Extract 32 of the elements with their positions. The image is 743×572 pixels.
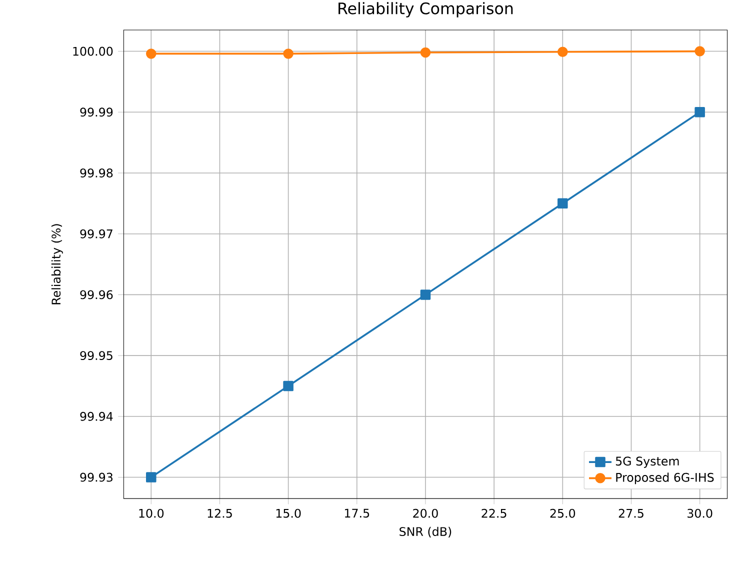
- x-tick-label: 20.0: [413, 508, 438, 518]
- point: [420, 48, 431, 58]
- x-tick-label: 10.0: [139, 508, 164, 518]
- point: [146, 48, 156, 60]
- x-tick-label: 25.0: [550, 508, 576, 518]
- x-tick-label: 22.5: [482, 508, 506, 518]
- point: [558, 198, 568, 209]
- point: [146, 472, 156, 483]
- point: [694, 107, 705, 118]
- y-axis-title: Reliability (%): [51, 224, 63, 304]
- x-tick-label: 15.0: [276, 508, 301, 518]
- point: [420, 290, 431, 300]
- x-tick-label: 30.0: [688, 508, 712, 518]
- y-tick-label: 99.97: [80, 230, 112, 238]
- legend-label: 5G System: [616, 456, 679, 468]
- point: [694, 46, 705, 57]
- legend-label: Proposed 6G-IHS: [616, 472, 714, 484]
- chart-title: Reliability Comparison: [338, 2, 513, 18]
- x-tick-label: 17.5: [344, 509, 370, 518]
- x-tick-label: 27.5: [618, 508, 644, 518]
- point: [283, 48, 294, 60]
- y-tick-label: 99.98: [80, 168, 113, 178]
- point: [558, 46, 568, 58]
- y-tick-label: 100.00: [73, 46, 113, 56]
- point: [283, 381, 294, 392]
- y-tick-label: 99.96: [80, 290, 113, 300]
- x-axis-title: SNR (dB): [400, 527, 452, 538]
- y-tick-label: 99.95: [80, 351, 112, 360]
- y-tick-label: 99.94: [80, 412, 113, 422]
- y-tick-label: 99.99: [80, 108, 113, 117]
- x-tick-label: 12.5: [208, 508, 232, 518]
- y-tick-label: 99.93: [80, 472, 112, 482]
